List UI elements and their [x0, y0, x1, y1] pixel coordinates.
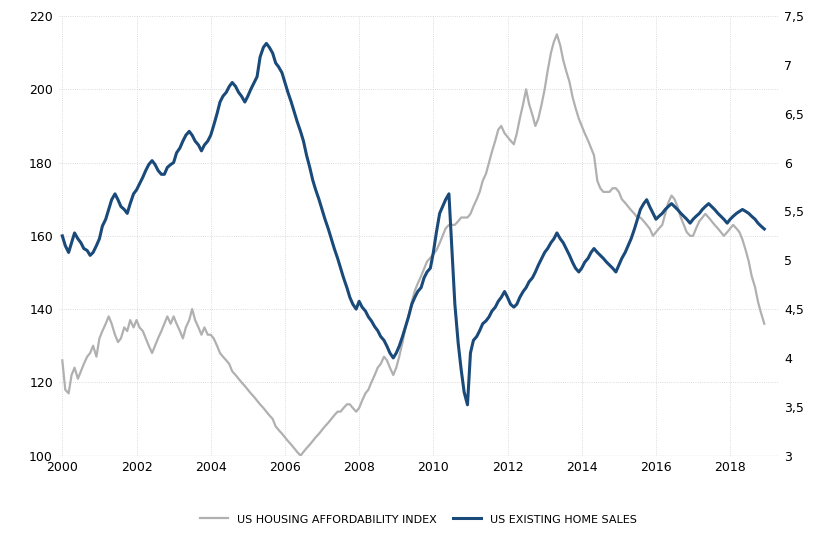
Legend: US HOUSING AFFORDABILITY INDEX, US EXISTING HOME SALES: US HOUSING AFFORDABILITY INDEX, US EXIST…	[196, 510, 640, 529]
